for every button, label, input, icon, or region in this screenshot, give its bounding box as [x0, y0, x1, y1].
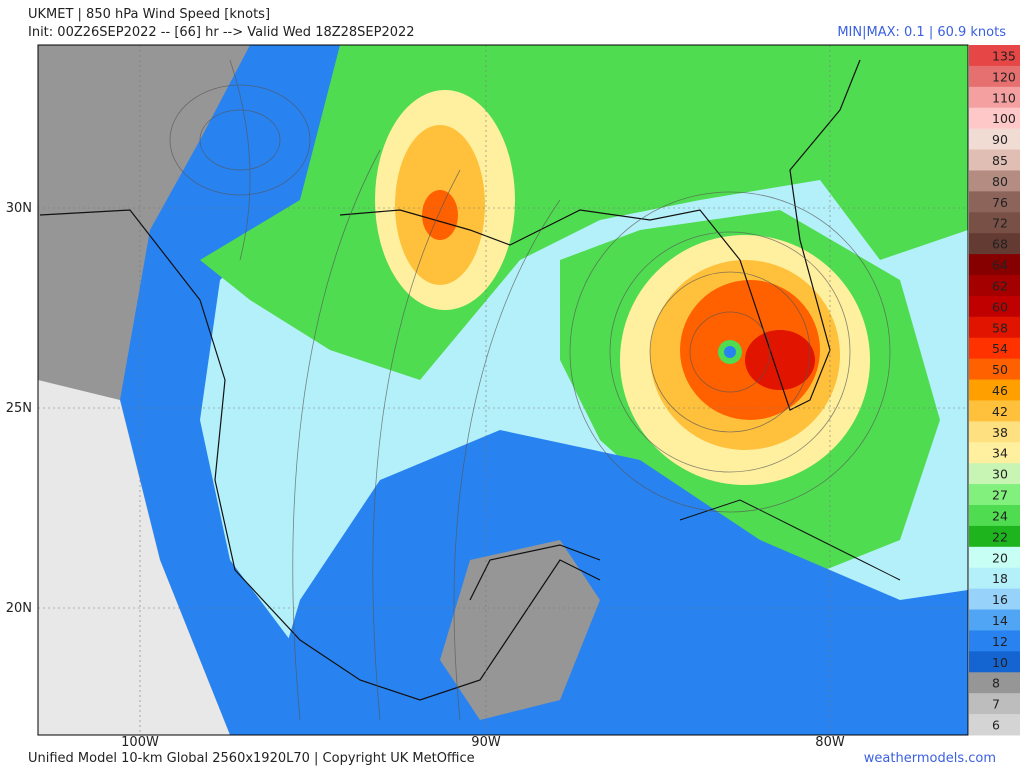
- map-frame: [37, 44, 969, 736]
- graticule: [38, 45, 968, 735]
- eye: [724, 346, 736, 358]
- yucatan: [440, 540, 600, 720]
- map: [38, 45, 968, 735]
- colorbar-cell: [969, 588, 1020, 611]
- colorbar-label: 8: [992, 676, 1000, 691]
- colorbar-label: 68: [992, 237, 1008, 252]
- colorbar-cell: [969, 275, 1020, 297]
- colorbar-label: 34: [992, 446, 1008, 461]
- colorbar-cell: [969, 65, 1020, 88]
- colorbar: 1351201101009085807672686462605854504642…: [969, 45, 1020, 736]
- colorbar-label: 90: [992, 132, 1008, 147]
- colorbar-label: 27: [992, 488, 1008, 503]
- colorbar-cell: [969, 316, 1020, 339]
- colorbar-cell: [969, 128, 1020, 151]
- colorbar-label: 22: [992, 529, 1008, 544]
- colorbar-cell: [969, 86, 1020, 109]
- colorbar-cell: [969, 630, 1020, 652]
- colorbar-label: 120: [992, 69, 1016, 84]
- colorbar-cell: [969, 358, 1020, 381]
- colorbar-label: 60: [992, 299, 1008, 314]
- colorbar-label: 7: [992, 697, 1000, 712]
- colorbar-label: 38: [992, 425, 1008, 440]
- colorbar-label: 76: [992, 195, 1008, 210]
- min-max: MIN|MAX: 0.1 | 60.9 knots: [837, 25, 1006, 40]
- lon-label: 90W: [471, 735, 501, 750]
- colorbar-label: 85: [992, 153, 1008, 168]
- colorbar-label: 46: [992, 383, 1008, 398]
- colorbar-label: 62: [992, 278, 1008, 293]
- colorbar-cell: [969, 233, 1020, 255]
- colorbar-label: 72: [992, 216, 1008, 231]
- colorbar-cell: [969, 170, 1020, 192]
- colorbar-label: 30: [992, 467, 1008, 482]
- site: weathermodels.com: [864, 751, 996, 766]
- colorbar-cell: [969, 107, 1020, 130]
- colorbar-label: 54: [992, 341, 1008, 356]
- colorbar-cell: [969, 463, 1020, 485]
- colorbar-cell: [969, 212, 1020, 234]
- colorbar-cell: [969, 672, 1020, 694]
- jet-max: [422, 190, 458, 240]
- colorbar-cell: [969, 714, 1020, 736]
- lat-label: 25N: [6, 401, 32, 416]
- colorbar-cell: [969, 567, 1020, 590]
- colorbar-cell: [969, 484, 1020, 506]
- colorbar-cell: [969, 379, 1020, 401]
- title: UKMET | 850 hPa Wind Speed [knots]: [28, 7, 270, 22]
- colorbar-cell: [969, 693, 1020, 715]
- colorbar-cell: [969, 191, 1020, 213]
- colorbar-cell: [969, 45, 1020, 67]
- colorbar-cell: [969, 651, 1020, 673]
- colorbar-label: 80: [992, 174, 1008, 189]
- colorbar-cell: [969, 421, 1020, 443]
- streamlines: [169, 59, 891, 721]
- colorbar-label: 64: [992, 258, 1008, 273]
- colorbar-label: 10: [992, 655, 1008, 670]
- colorbar-cell: [969, 546, 1020, 569]
- colorbar-label: 58: [992, 320, 1008, 335]
- colorbar-cell: [969, 442, 1020, 464]
- colorbar-label: 50: [992, 362, 1008, 377]
- colorbar-cell: [969, 149, 1020, 171]
- lat-label: 20N: [6, 601, 32, 616]
- init-line: Init: 00Z26SEP2022 -- [66] hr --> Valid …: [28, 25, 415, 40]
- colorbar-label: 12: [992, 634, 1008, 649]
- coastline: [39, 59, 861, 701]
- colorbar-label: 135: [992, 48, 1016, 63]
- colorbar-label: 24: [992, 508, 1008, 523]
- lon-label: 80W: [815, 735, 845, 750]
- colorbar-cell: [969, 254, 1020, 276]
- colorbar-cell: [969, 505, 1020, 527]
- colorbar-cell: [969, 337, 1020, 360]
- colorbar-label: 14: [992, 613, 1008, 628]
- mexico-calm: [38, 380, 230, 735]
- colorbar-label: 100: [992, 111, 1016, 126]
- south-field: [260, 430, 968, 735]
- colorbar-cell: [969, 295, 1020, 318]
- colorbar-label: 110: [992, 90, 1016, 105]
- colorbar-cell: [969, 609, 1020, 631]
- colorbar-label: 42: [992, 404, 1008, 419]
- lon-label: 100W: [121, 735, 159, 750]
- colorbar-cell: [969, 400, 1020, 422]
- colorbar-label: 20: [992, 550, 1008, 565]
- cuba: [679, 499, 901, 581]
- credit: Unified Model 10-km Global 2560x1920L70 …: [28, 751, 475, 766]
- colorbar-cell: [969, 525, 1020, 548]
- lat-label: 30N: [6, 201, 32, 216]
- colorbar-label: 16: [992, 592, 1008, 607]
- colorbar-label: 6: [992, 718, 1000, 733]
- colorbar-label: 18: [992, 571, 1008, 586]
